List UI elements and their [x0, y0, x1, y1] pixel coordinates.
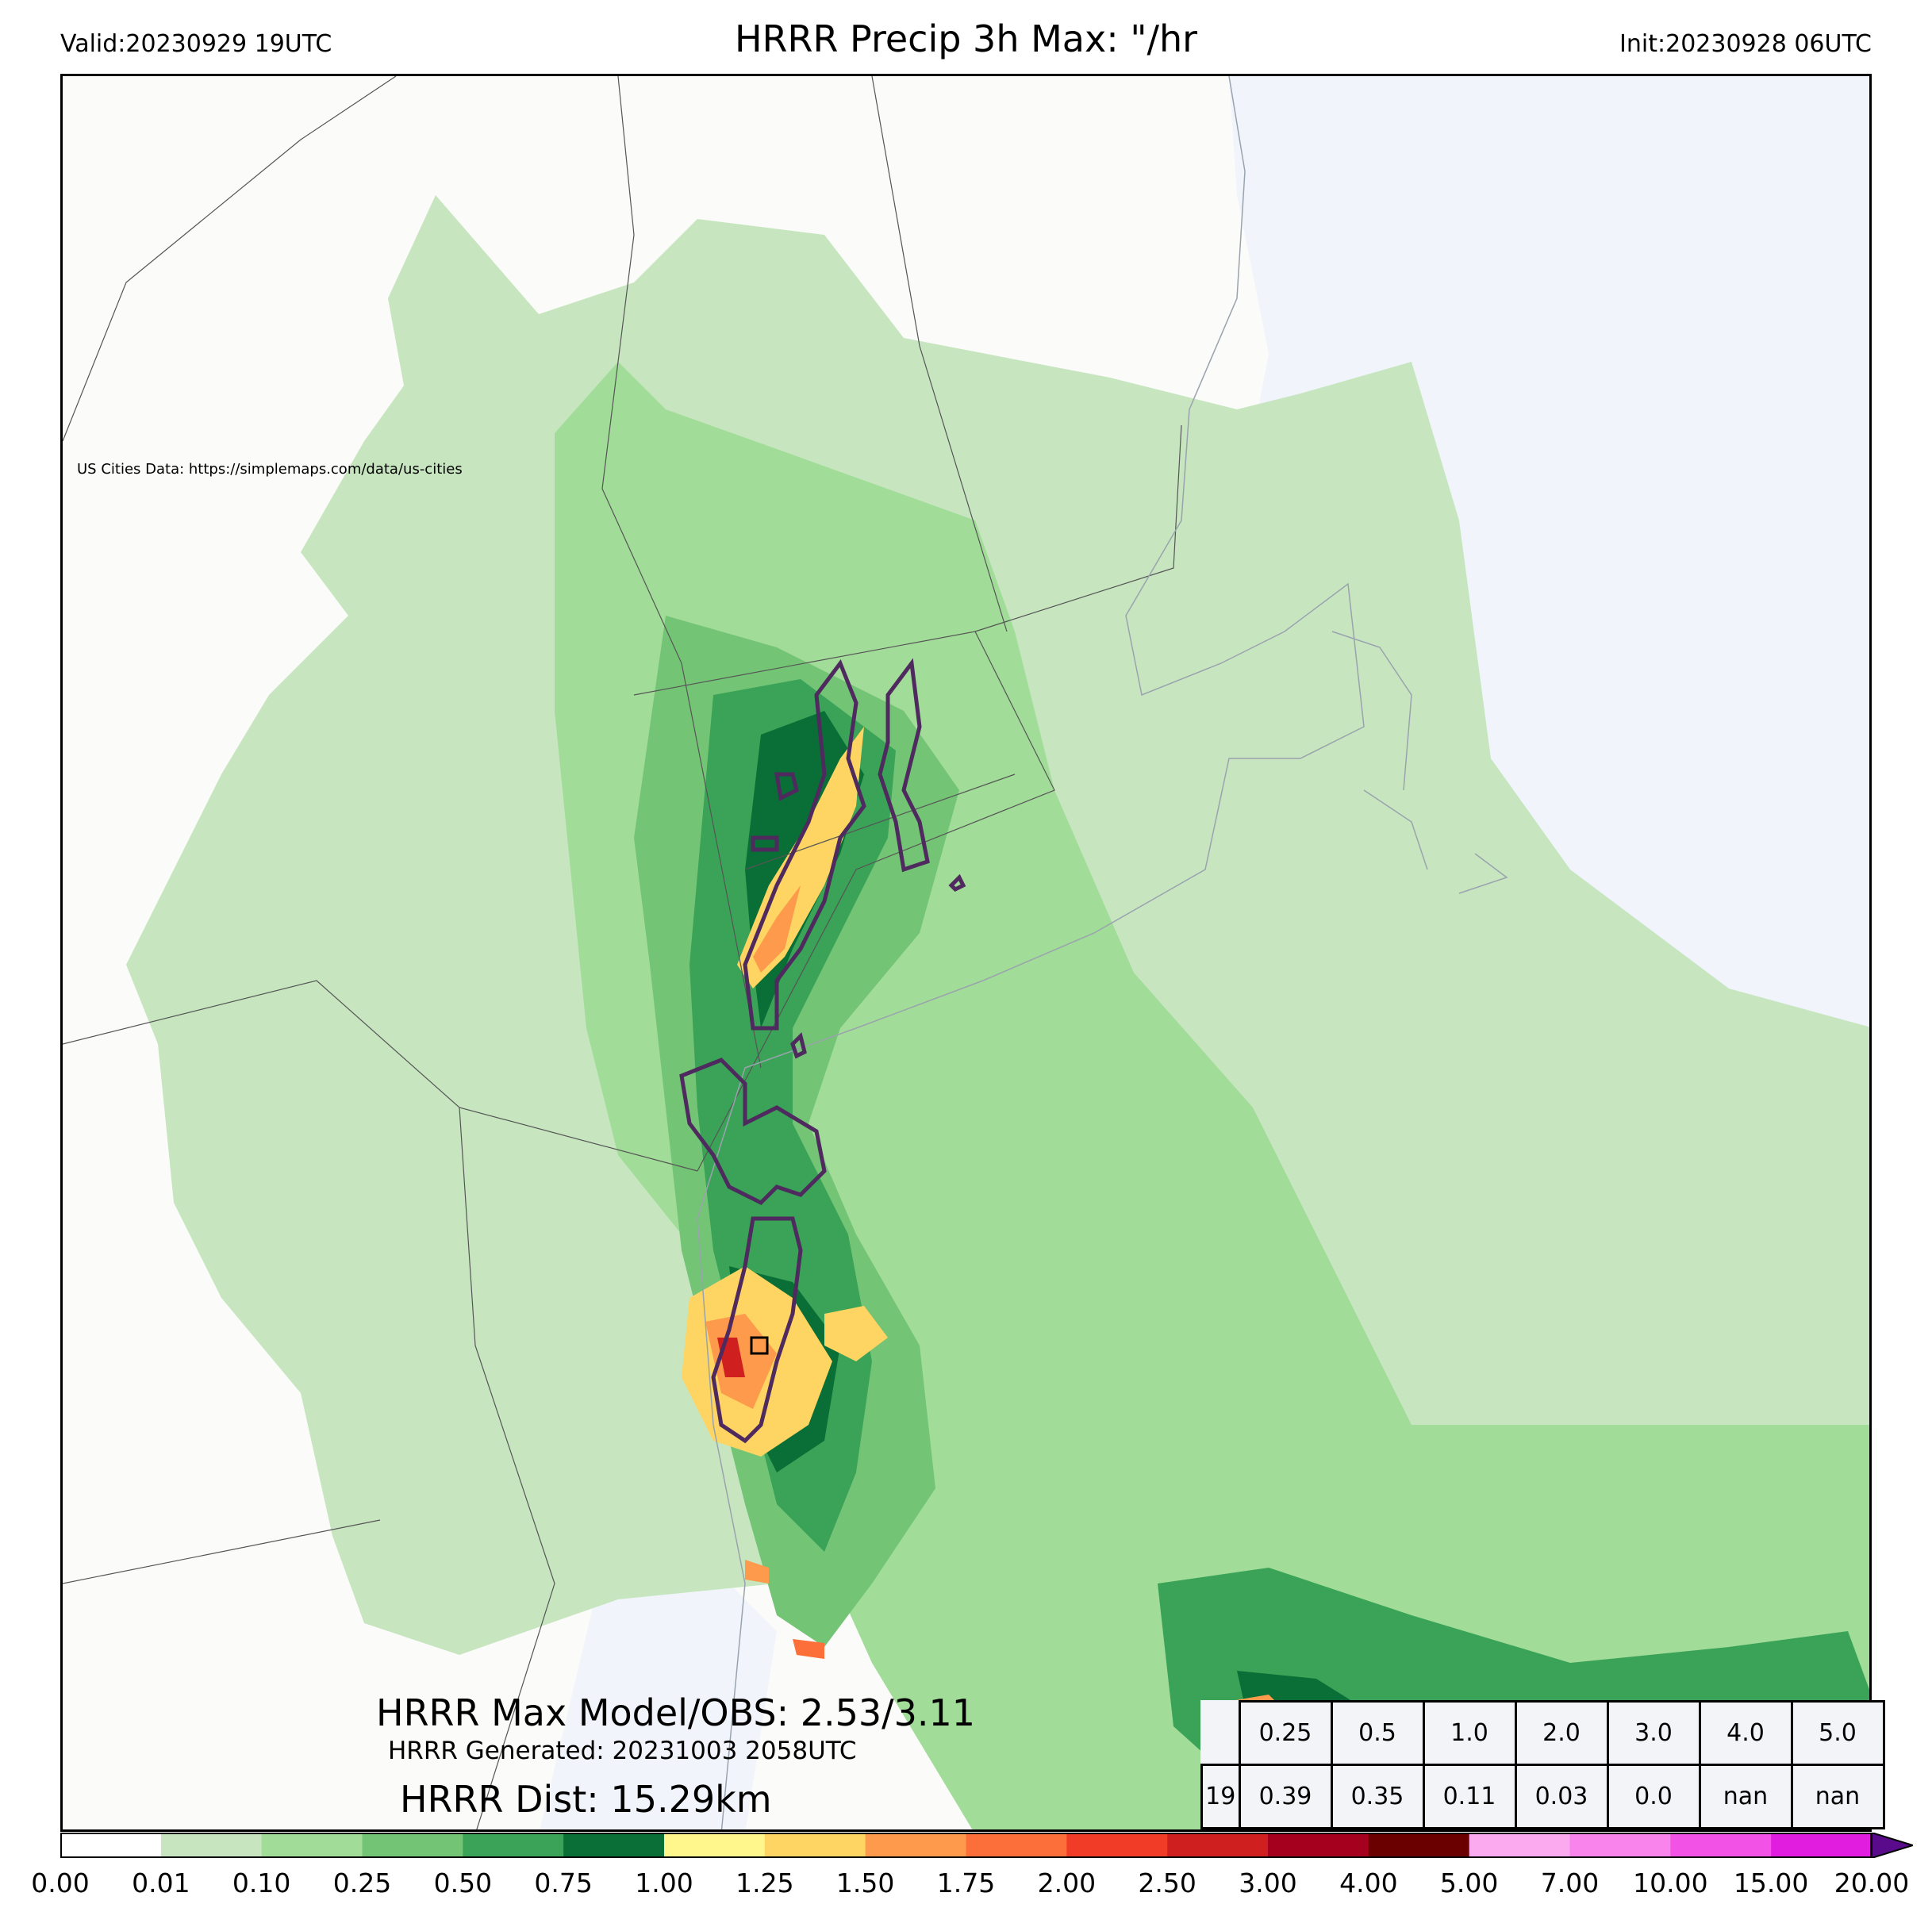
precip-core-north [753, 885, 801, 973]
colorbar-segment [1268, 1833, 1369, 1858]
value-cell: 0.03 [1514, 1764, 1609, 1829]
hrrr-distance: HRRR Dist: 15.29km [400, 1778, 772, 1821]
generated-time: HRRR Generated: 20231003 2058UTC [388, 1737, 857, 1765]
precip-core-small [745, 1560, 769, 1584]
colorbar-segment [1569, 1833, 1671, 1858]
valid-time: Valid:20230929 19UTC [60, 30, 332, 58]
threshold-cell: 0.25 [1238, 1700, 1333, 1766]
colorbar-tick-label: 2.00 [1037, 1868, 1097, 1898]
value-cell: 0.35 [1330, 1764, 1425, 1829]
value-cell: 0.11 [1422, 1764, 1517, 1829]
colorbar-segment [261, 1833, 363, 1858]
threshold-cell: 2.0 [1514, 1700, 1609, 1766]
value-cell: nan [1698, 1764, 1793, 1829]
colorbar-segment [865, 1833, 966, 1858]
colorbar-segment [1469, 1833, 1570, 1858]
state-borders [63, 76, 1182, 1829]
coastline [697, 76, 1508, 1829]
init-time: Init:20230928 06UTC [1619, 30, 1872, 58]
colorbar-tick-label: 10.00 [1633, 1868, 1708, 1898]
colorbar-tick-label: 0.00 [31, 1868, 90, 1898]
colorbar-tick-label: 1.00 [635, 1868, 693, 1898]
colorbar-tick-label: 1.50 [835, 1868, 895, 1898]
value-cell: 0.0 [1606, 1764, 1701, 1829]
chart-title: HRRR Precip 3h Max: "/hr [734, 17, 1198, 60]
value-cell: 0.39 [1238, 1764, 1333, 1829]
colorbar-segment [1066, 1833, 1168, 1858]
precip-map: US Cities Data: https://simplemaps.com/d… [60, 74, 1872, 1832]
obs-station-marker [750, 1336, 769, 1355]
colorbar-tick-label: 5.00 [1439, 1868, 1499, 1898]
max-model-obs: HRRR Max Model/OBS: 2.53/3.11 [376, 1691, 976, 1734]
map-canvas [63, 76, 1869, 1829]
threshold-cell: 3.0 [1606, 1700, 1701, 1766]
threshold-cell: 1.0 [1422, 1700, 1517, 1766]
colorbar-tick-label: 0.50 [433, 1868, 493, 1898]
colorbar-segment [1771, 1833, 1872, 1858]
precip-core-north [737, 727, 864, 989]
colorbar-segment [664, 1833, 766, 1858]
colorbar-tick-label: 0.25 [332, 1868, 392, 1898]
colorbar-segment [60, 1833, 162, 1858]
data-credit: US Cities Data: https://simplemaps.com/d… [77, 461, 463, 478]
colorbar-frame [60, 1833, 1872, 1858]
threshold-cell: 0.5 [1330, 1700, 1425, 1766]
row-label: 19 [1200, 1764, 1241, 1829]
colorbar-extend-arrow [1871, 1833, 1913, 1858]
colorbar-tick-label: 0.10 [232, 1868, 291, 1898]
colorbar-tick-label: 2.50 [1138, 1868, 1196, 1898]
colorbar-segment [1670, 1833, 1772, 1858]
precip-core-small [793, 1639, 824, 1659]
value-row: 19 0.39 0.35 0.11 0.03 0.0 nan nan [1200, 1764, 1885, 1829]
colorbar-tick-label: 1.75 [936, 1868, 996, 1898]
colorbar-tick-label: 15.00 [1733, 1868, 1809, 1898]
threshold-row: 0.25 0.5 1.0 2.0 3.0 4.0 5.0 [1202, 1700, 1885, 1766]
value-cell: nan [1790, 1764, 1885, 1829]
threshold-stats-table: 0.25 0.5 1.0 2.0 3.0 4.0 5.0 19 0.39 0.3… [1200, 1700, 1885, 1829]
colorbar-segment [1167, 1833, 1269, 1858]
colorbar-segment [764, 1833, 866, 1858]
threshold-cell: 4.0 [1698, 1700, 1793, 1766]
colorbar-tick-label: 4.00 [1339, 1868, 1398, 1898]
obs-contour [679, 658, 966, 1444]
colorbar-tick-label: 3.00 [1239, 1868, 1297, 1898]
colorbar-segment [966, 1833, 1067, 1858]
colorbar [60, 1833, 1913, 1858]
precip-core-east [824, 1306, 888, 1361]
colorbar-segment [160, 1833, 263, 1858]
colorbar-segment [362, 1833, 463, 1858]
colorbar-tick-label: 0.75 [534, 1868, 593, 1898]
colorbar-segment [563, 1833, 665, 1858]
ocean-area [540, 1536, 777, 1829]
colorbar-tick-label: 7.00 [1540, 1868, 1600, 1898]
colorbar-tick-label: 20.00 [1834, 1868, 1910, 1898]
threshold-cell: 5.0 [1790, 1700, 1885, 1766]
colorbar-tick-label: 1.25 [736, 1868, 794, 1898]
colorbar-tick-label: 0.01 [132, 1868, 190, 1898]
colorbar-segment [1368, 1833, 1470, 1858]
colorbar-segment [463, 1833, 564, 1858]
